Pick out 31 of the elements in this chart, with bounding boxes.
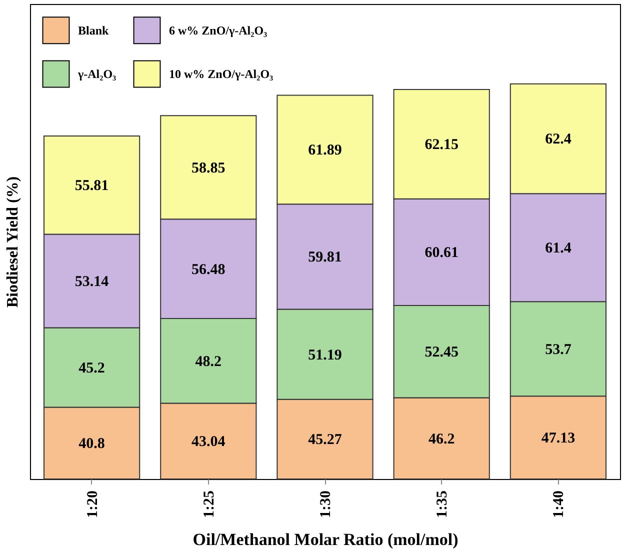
x-tick-label: 1:30 [318,490,334,518]
data-label: 53.14 [74,274,110,290]
data-label: 58.85 [192,160,226,176]
legend-label: 6 w% ZnO/γ-Al₂O₃ [169,23,268,38]
data-label: 61.89 [308,142,342,159]
data-label: 48.2 [195,354,222,370]
data-label: 62.15 [424,137,458,154]
data-label: 51.19 [308,347,342,364]
x-tick-label: 1:20 [84,490,101,518]
data-label: 61.4 [545,240,572,257]
x-tick-label: 1:25 [201,490,218,518]
data-label: 56.48 [192,262,226,278]
legend-label: 10 w% ZnO/γ-Al₂O₃ [169,67,274,81]
x-tick-label: 1:40 [551,490,568,518]
data-label: 47.13 [541,430,576,447]
data-label: 62.4 [545,132,572,148]
data-label: 59.81 [308,250,342,266]
x-tick-label: 1:35 [434,490,451,518]
data-label: 45.2 [78,360,105,376]
data-label: 40.8 [78,436,105,452]
data-label: 55.81 [74,178,109,194]
y-axis-title: Biodiesel Yield (%) [4,176,22,308]
legend-label: Blank [78,23,110,38]
data-label: 52.45 [424,344,458,361]
data-label: 43.04 [192,434,226,450]
x-axis-title: Oil/Methanol Molar Ratio (mol/mol) [192,530,458,549]
data-label: 45.27 [308,432,342,448]
legend-label: γ-Al₂O₃ [77,67,117,81]
data-label: 60.61 [424,245,458,262]
data-label: 46.2 [428,431,455,448]
data-label: 53.7 [545,342,572,358]
